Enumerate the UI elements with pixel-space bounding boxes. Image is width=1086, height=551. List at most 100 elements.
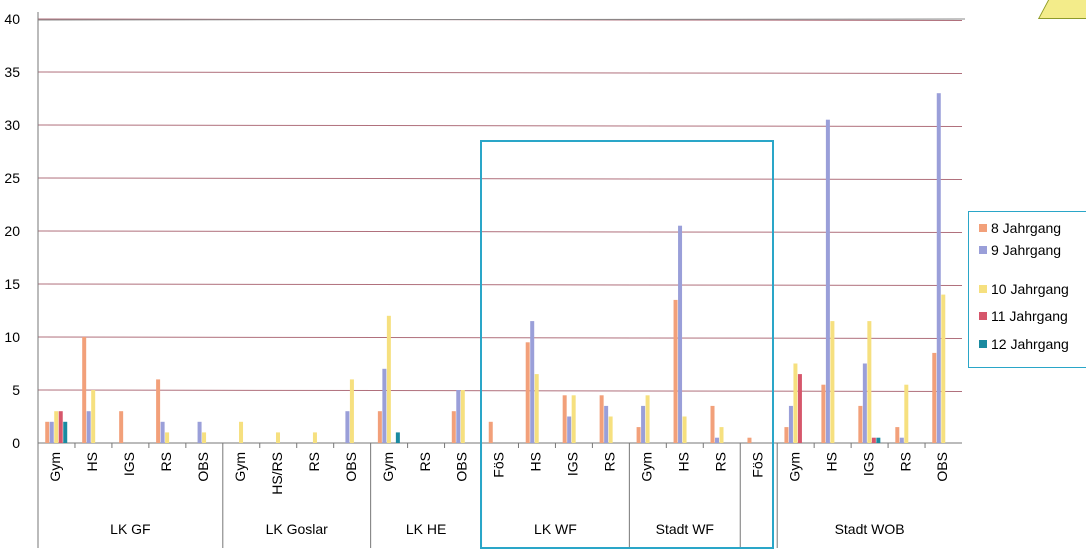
gridlines	[37, 18, 963, 392]
x-category-label: RS	[897, 452, 913, 471]
bar	[63, 421, 68, 443]
x-category-label: RS	[417, 452, 433, 471]
bar	[239, 421, 244, 443]
x-category-label: HS	[823, 452, 839, 471]
bar	[876, 437, 881, 443]
bar	[682, 416, 687, 443]
legend-label: 10 Jahrgang	[991, 281, 1069, 297]
bar	[673, 299, 678, 443]
bar	[525, 342, 530, 443]
bar	[275, 432, 280, 443]
bar	[636, 427, 641, 443]
group-label: Stadt WOB	[835, 521, 905, 537]
bars	[45, 93, 946, 443]
bar	[678, 225, 683, 443]
bar	[747, 437, 752, 443]
bar	[82, 337, 87, 443]
legend-label: 9 Jahrgang	[991, 242, 1062, 258]
x-category-label: OBS	[934, 452, 950, 482]
bar	[784, 427, 789, 443]
x-category-label: RS	[712, 452, 728, 471]
bar	[932, 352, 937, 443]
x-category-label: HS	[676, 452, 692, 471]
y-tick-label: 15	[4, 276, 20, 292]
bar	[825, 119, 830, 443]
legend-swatch	[979, 224, 987, 232]
bar	[91, 390, 96, 443]
bar	[386, 315, 391, 443]
bar	[858, 405, 863, 443]
x-category-label: Gym	[786, 452, 802, 482]
bar	[45, 421, 50, 443]
bar	[604, 405, 609, 443]
y-tick-label: 35	[4, 64, 20, 80]
category-labels: Gym HS IGS RS OBS LK GF Gym HS/RS RS OBS LK Goslar…	[47, 452, 950, 537]
bar	[156, 379, 161, 443]
bar	[608, 416, 613, 443]
bar	[460, 390, 465, 443]
legend-swatch	[979, 312, 987, 320]
gridline	[37, 177, 963, 180]
x-category-label: HS	[528, 452, 544, 471]
bar	[571, 395, 576, 443]
bar	[867, 321, 872, 443]
x-category-label: OBS	[454, 452, 470, 482]
top-border-line	[37, 18, 966, 21]
bar	[641, 405, 646, 443]
bar	[941, 294, 946, 443]
legend-item: 10 Jahrgang	[979, 280, 1069, 298]
x-category-label: IGS	[565, 452, 581, 476]
x-category-label: RS	[158, 452, 174, 471]
bar	[530, 321, 535, 443]
bar	[349, 379, 354, 443]
group-label: LK Goslar	[266, 521, 329, 537]
legend-label: 12 Jahrgang	[991, 336, 1069, 352]
bar	[202, 432, 207, 443]
x-category-label: RS	[306, 452, 322, 471]
bar	[788, 405, 793, 443]
gridline	[37, 71, 963, 74]
y-tick-label: 10	[4, 329, 20, 345]
bar	[797, 374, 802, 443]
legend-label: 8 Jahrgang	[991, 220, 1062, 236]
bar	[534, 374, 539, 443]
bar	[830, 321, 835, 443]
bar	[567, 416, 572, 443]
x-category-label: OBS	[195, 452, 211, 482]
legend: 8 Jahrgang 9 Jahrgang 10 Jahrgang 11 Jah…	[968, 211, 1086, 368]
gridline	[37, 336, 963, 339]
legend-item: 11 Jahrgang	[979, 307, 1068, 325]
bar	[793, 363, 798, 443]
y-tick-label: 0	[12, 435, 20, 451]
group-label: LK HE	[406, 521, 446, 537]
bar	[715, 437, 720, 443]
x-category-label: FöS	[749, 452, 765, 478]
legend-swatch	[979, 246, 987, 254]
bar	[719, 427, 724, 443]
legend-item: 12 Jahrgang	[979, 335, 1069, 353]
gridline	[37, 124, 963, 127]
bar	[904, 384, 909, 443]
group-label: LK GF	[110, 521, 150, 537]
x-category-label: IGS	[121, 452, 137, 476]
gridline	[37, 230, 963, 233]
y-tick-label: 25	[4, 170, 20, 186]
bar	[58, 411, 63, 443]
x-category-label: FöS	[491, 452, 507, 478]
bar	[165, 432, 170, 443]
bar	[821, 384, 826, 443]
legend-swatch	[979, 285, 987, 293]
bar	[86, 411, 91, 443]
legend-item: 9 Jahrgang	[979, 241, 1061, 259]
x-category-label: Gym	[47, 452, 63, 482]
group-label: LK WF	[534, 521, 577, 537]
corner-tag-decoration	[1038, 0, 1086, 19]
bar	[382, 368, 387, 443]
y-tick-label: 5	[12, 382, 20, 398]
highlight-box	[480, 140, 774, 549]
bar	[895, 427, 900, 443]
axes: 0 5 10 15 20 25 30 35 40	[4, 11, 966, 548]
x-category-label: Gym	[380, 452, 396, 482]
bar	[710, 405, 715, 443]
